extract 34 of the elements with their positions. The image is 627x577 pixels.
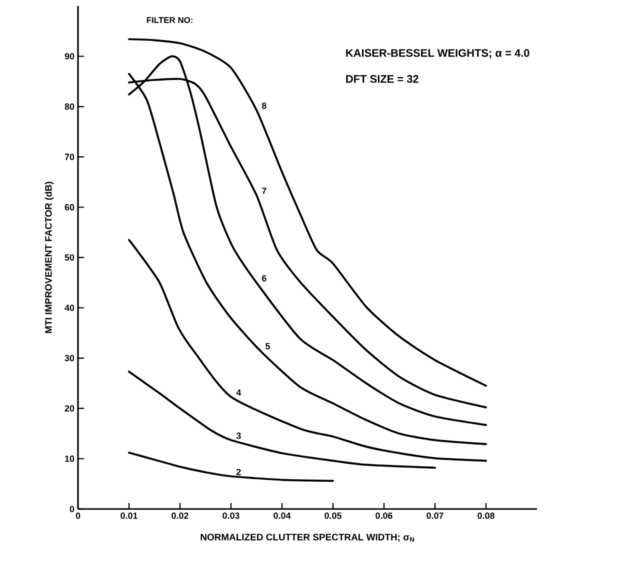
series-label: 4	[236, 389, 242, 396]
y-tick-label: 70	[64, 154, 74, 160]
x-tick-label: 0.04	[274, 512, 291, 519]
series-label: 8	[262, 102, 266, 109]
x-tick-label: 0.03	[222, 512, 240, 519]
y-tick-label: 90	[64, 53, 74, 60]
line-series	[128, 452, 334, 482]
y-tick-label: 60	[64, 204, 74, 210]
y-tick-label: 40	[64, 304, 74, 311]
annotation: FILTER NO:	[146, 17, 192, 24]
x-tick-label: 0	[76, 512, 80, 519]
series-label: 2	[236, 468, 241, 476]
y-axis-title: MTI IMPROVEMENT FACTOR (dB)	[44, 182, 54, 334]
series-label: 6	[262, 275, 266, 282]
x-tick-label: 0.05	[324, 512, 342, 519]
x-axis-title: NORMALIZED CLUTTER SPECTRAL WIDTH; σ$_{N}$	[200, 534, 414, 542]
annotation: KAISER-BESSEL WEIGHTS; α = 4.0	[346, 49, 530, 58]
y-tick-label: 0	[70, 506, 74, 512]
line-series	[128, 370, 436, 469]
x-tick-label: 0.07	[426, 512, 444, 519]
y-tick-label: 10	[65, 456, 74, 462]
y-tick-label: 30	[64, 354, 74, 362]
line-series	[128, 238, 487, 462]
annotation: DFT SIZE = 32	[346, 75, 418, 83]
x-tick-label: 0.02	[172, 512, 188, 519]
series-label: 7	[262, 188, 266, 194]
y-tick-label: 80	[64, 103, 74, 110]
series-label: 5	[266, 343, 270, 350]
y-tick-label: 50	[64, 254, 74, 261]
series-label: 3	[236, 432, 241, 439]
x-tick-label: 0.01	[120, 512, 138, 519]
x-tick-label: 0.08	[478, 512, 494, 519]
y-tick-label: 20	[64, 405, 74, 412]
x-tick-label: 0.06	[376, 512, 392, 519]
